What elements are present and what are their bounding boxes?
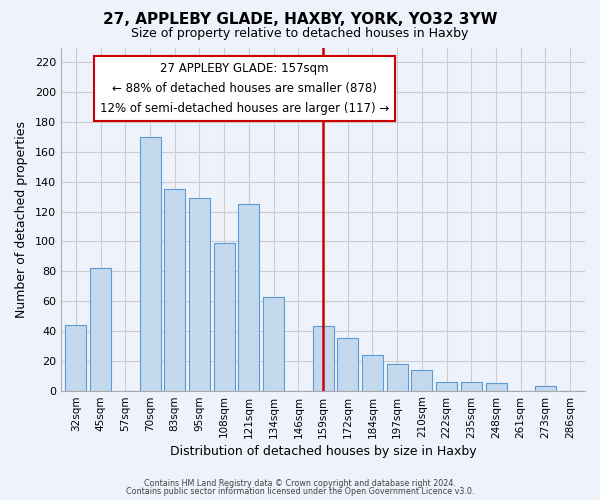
Bar — [313, 326, 334, 390]
Bar — [461, 382, 482, 390]
Bar — [90, 268, 111, 390]
Bar — [337, 338, 358, 390]
Bar — [189, 198, 210, 390]
Bar — [386, 364, 407, 390]
Text: 27, APPLEBY GLADE, HAXBY, YORK, YO32 3YW: 27, APPLEBY GLADE, HAXBY, YORK, YO32 3YW — [103, 12, 497, 28]
Bar — [214, 243, 235, 390]
Bar — [485, 383, 506, 390]
X-axis label: Distribution of detached houses by size in Haxby: Distribution of detached houses by size … — [170, 444, 476, 458]
Text: Contains public sector information licensed under the Open Government Licence v3: Contains public sector information licen… — [126, 487, 474, 496]
Y-axis label: Number of detached properties: Number of detached properties — [15, 120, 28, 318]
Bar — [238, 204, 259, 390]
Bar — [362, 355, 383, 390]
Bar — [412, 370, 433, 390]
Bar — [140, 137, 161, 390]
Bar — [164, 189, 185, 390]
Bar — [65, 325, 86, 390]
Bar — [436, 382, 457, 390]
Text: Size of property relative to detached houses in Haxby: Size of property relative to detached ho… — [131, 28, 469, 40]
Text: Contains HM Land Registry data © Crown copyright and database right 2024.: Contains HM Land Registry data © Crown c… — [144, 478, 456, 488]
Bar — [263, 296, 284, 390]
Text: 27 APPLEBY GLADE: 157sqm
← 88% of detached houses are smaller (878)
12% of semi-: 27 APPLEBY GLADE: 157sqm ← 88% of detach… — [100, 62, 389, 115]
Bar — [535, 386, 556, 390]
